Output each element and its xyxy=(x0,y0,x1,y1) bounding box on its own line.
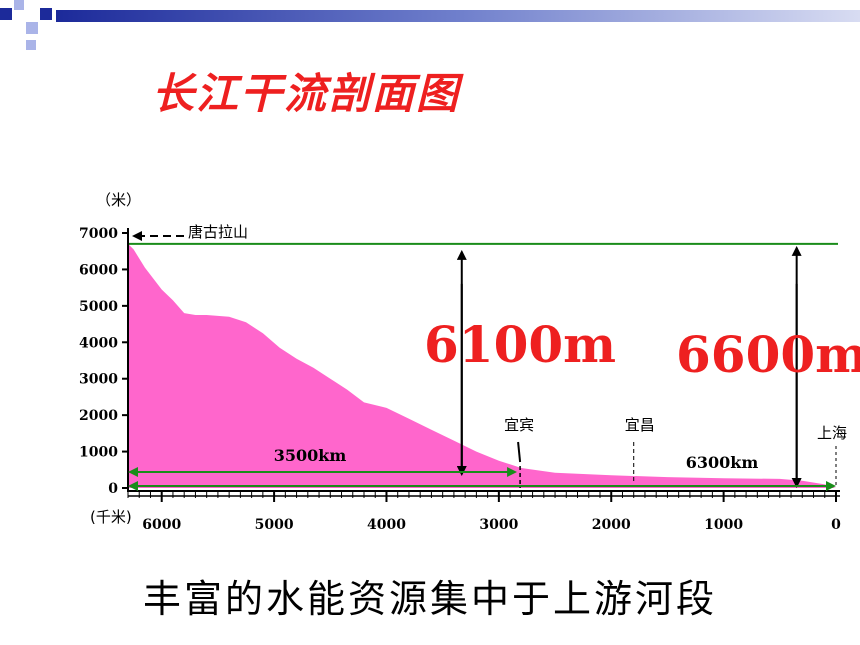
header-square xyxy=(0,8,12,20)
y-tick-label: 4000 xyxy=(79,335,118,351)
header-square xyxy=(26,40,36,50)
span-label-total: 6300km xyxy=(686,453,759,472)
source-label: 唐古拉山 xyxy=(188,223,248,241)
header-square xyxy=(40,8,52,20)
y-tick-label: 5000 xyxy=(79,299,118,315)
x-tick-label: 4000 xyxy=(367,517,406,533)
profile-area xyxy=(128,243,836,488)
x-tick-label: 5000 xyxy=(255,517,294,533)
y-tick-label: 0 xyxy=(108,481,118,497)
header-square xyxy=(14,0,24,10)
x-tick-label: 6000 xyxy=(142,517,181,533)
y-tick-label: 6000 xyxy=(79,262,118,278)
drop-label-upper: 6100m xyxy=(424,315,616,374)
y-tick-label: 7000 xyxy=(79,226,118,242)
x-tick-label: 2000 xyxy=(592,517,631,533)
x-tick-label: 0 xyxy=(831,517,841,533)
y-tick-label: 3000 xyxy=(79,372,118,388)
header-decoration xyxy=(0,0,860,50)
x-tick-label: 3000 xyxy=(479,517,518,533)
y-axis-unit: （米） xyxy=(96,191,141,209)
drop-label-total: 6600m xyxy=(676,325,860,384)
chart-title: 长江干流剖面图 xyxy=(152,69,461,118)
span-label-upper: 3500km xyxy=(274,446,347,465)
y-tick-label: 1000 xyxy=(79,445,118,461)
y-tick-label: 2000 xyxy=(79,408,118,424)
x-tick-label: 1000 xyxy=(704,517,743,533)
place-marker xyxy=(517,441,522,463)
place-label: 宜宾 xyxy=(504,416,534,434)
x-axis-unit: (千米) xyxy=(90,508,132,526)
header-bar xyxy=(56,10,860,22)
place-label: 宜昌 xyxy=(625,416,655,434)
place-label: 上海 xyxy=(817,424,847,442)
header-square xyxy=(26,22,38,34)
chart-caption: 丰富的水能资源集中于上游河段 xyxy=(142,577,717,621)
